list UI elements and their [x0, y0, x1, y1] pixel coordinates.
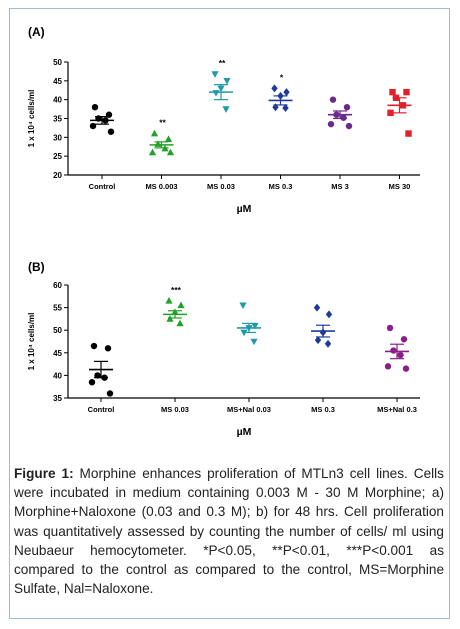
y-tick-label: 40 — [53, 371, 62, 380]
data-point — [282, 103, 289, 112]
data-point — [94, 372, 101, 379]
x-tick-label: MS 0.3 — [311, 405, 335, 414]
panel-label: (B) — [28, 260, 45, 274]
y-tick-label: 45 — [53, 349, 62, 358]
data-point — [89, 122, 97, 130]
data-group — [88, 342, 114, 397]
data-point — [327, 120, 335, 128]
panel-label: (A) — [28, 25, 45, 39]
data-group — [327, 96, 353, 130]
chart-panel-b: (B) 35 40 45 50 55 60 1 x 10⁴ cells/ml Control MS… — [27, 260, 420, 438]
y-tick-label: 35 — [53, 394, 62, 403]
data-point — [313, 303, 321, 312]
data-point — [106, 390, 114, 397]
data-point — [343, 104, 351, 111]
x-tick-label: Control — [89, 182, 116, 191]
data-point — [176, 319, 184, 327]
data-point — [325, 310, 333, 319]
data-point — [389, 88, 396, 96]
significance-marker: ** — [159, 118, 166, 128]
caption-lead: Figure 1: — [14, 466, 74, 481]
data-group — [311, 303, 335, 348]
significance-marker: *** — [171, 285, 182, 295]
y-tick-label: 50 — [53, 326, 62, 335]
data-point — [211, 71, 219, 78]
data-point — [148, 148, 157, 156]
x-tick-label: MS 0.03 — [161, 405, 189, 414]
x-tick-label: MS 3 — [331, 182, 349, 191]
data-group — [163, 297, 187, 327]
y-axis-label: 1 x 10⁴ cells/ml — [27, 313, 36, 371]
x-tick-label: MS 0.003 — [145, 182, 177, 191]
data-point — [283, 88, 290, 97]
data-point — [212, 90, 220, 97]
data-point — [223, 78, 231, 85]
data-point — [107, 128, 115, 135]
data-point — [314, 336, 322, 345]
x-tick-label: Control — [88, 405, 115, 414]
data-point — [164, 135, 173, 143]
y-tick-label: 25 — [53, 152, 62, 161]
x-axis-label: µM — [237, 203, 252, 215]
data-group — [209, 71, 233, 113]
data-group — [384, 324, 410, 372]
figure-frame — [9, 8, 450, 619]
data-point — [387, 109, 394, 117]
data-point — [177, 301, 185, 309]
data-point — [88, 378, 96, 386]
significance-marker: ** — [219, 58, 226, 68]
y-axis-label: 1 x 10⁴ cells/ml — [27, 90, 36, 148]
significance-marker: * — [280, 72, 284, 82]
data-group — [387, 88, 412, 137]
data-point — [345, 122, 353, 130]
data-point — [405, 130, 412, 137]
data-group — [148, 129, 175, 156]
data-point — [104, 345, 112, 352]
data-point — [150, 129, 159, 137]
data-point — [165, 297, 173, 304]
y-tick-label: 20 — [53, 171, 62, 180]
data-point — [324, 339, 332, 348]
y-tick-label: 40 — [53, 96, 62, 105]
x-axis-label: µM — [237, 426, 252, 438]
data-point — [251, 322, 259, 330]
x-tick-label: MS+Nal 0.3 — [377, 405, 417, 414]
y-tick-label: 30 — [53, 133, 62, 142]
data-group — [237, 302, 261, 346]
y-tick-label: 35 — [53, 115, 62, 124]
data-point — [384, 363, 392, 370]
y-tick-label: 45 — [53, 77, 62, 86]
chart-panel-a: (A) 20 25 30 35 40 45 50 1 x 10⁴ cells/ml Control… — [27, 25, 420, 215]
data-group — [268, 84, 293, 112]
data-point — [271, 84, 278, 93]
data-point — [222, 106, 230, 113]
x-tick-label: MS 30 — [389, 182, 411, 191]
data-point — [250, 338, 258, 346]
data-point — [166, 148, 175, 156]
data-group — [89, 104, 115, 135]
x-tick-label: MS 0.3 — [269, 182, 293, 191]
data-point — [400, 336, 408, 343]
figure-caption: Figure 1: Morphine enhances proliferatio… — [14, 464, 444, 598]
y-tick-label: 55 — [53, 304, 62, 313]
x-tick-label: MS 0.03 — [207, 182, 235, 191]
data-point — [386, 324, 394, 332]
data-point — [340, 114, 347, 121]
y-tick-label: 60 — [53, 281, 62, 290]
data-point — [403, 88, 410, 96]
data-point — [390, 347, 397, 354]
data-point — [90, 342, 98, 350]
x-tick-label: MS+Nal 0.03 — [227, 405, 271, 414]
y-tick-label: 50 — [53, 58, 62, 67]
data-point — [397, 351, 404, 359]
data-point — [329, 96, 337, 103]
data-point — [239, 302, 247, 310]
data-point — [402, 365, 410, 372]
data-point — [91, 104, 99, 111]
caption-text: Morphine enhances proliferation of MTLn3… — [14, 466, 444, 597]
